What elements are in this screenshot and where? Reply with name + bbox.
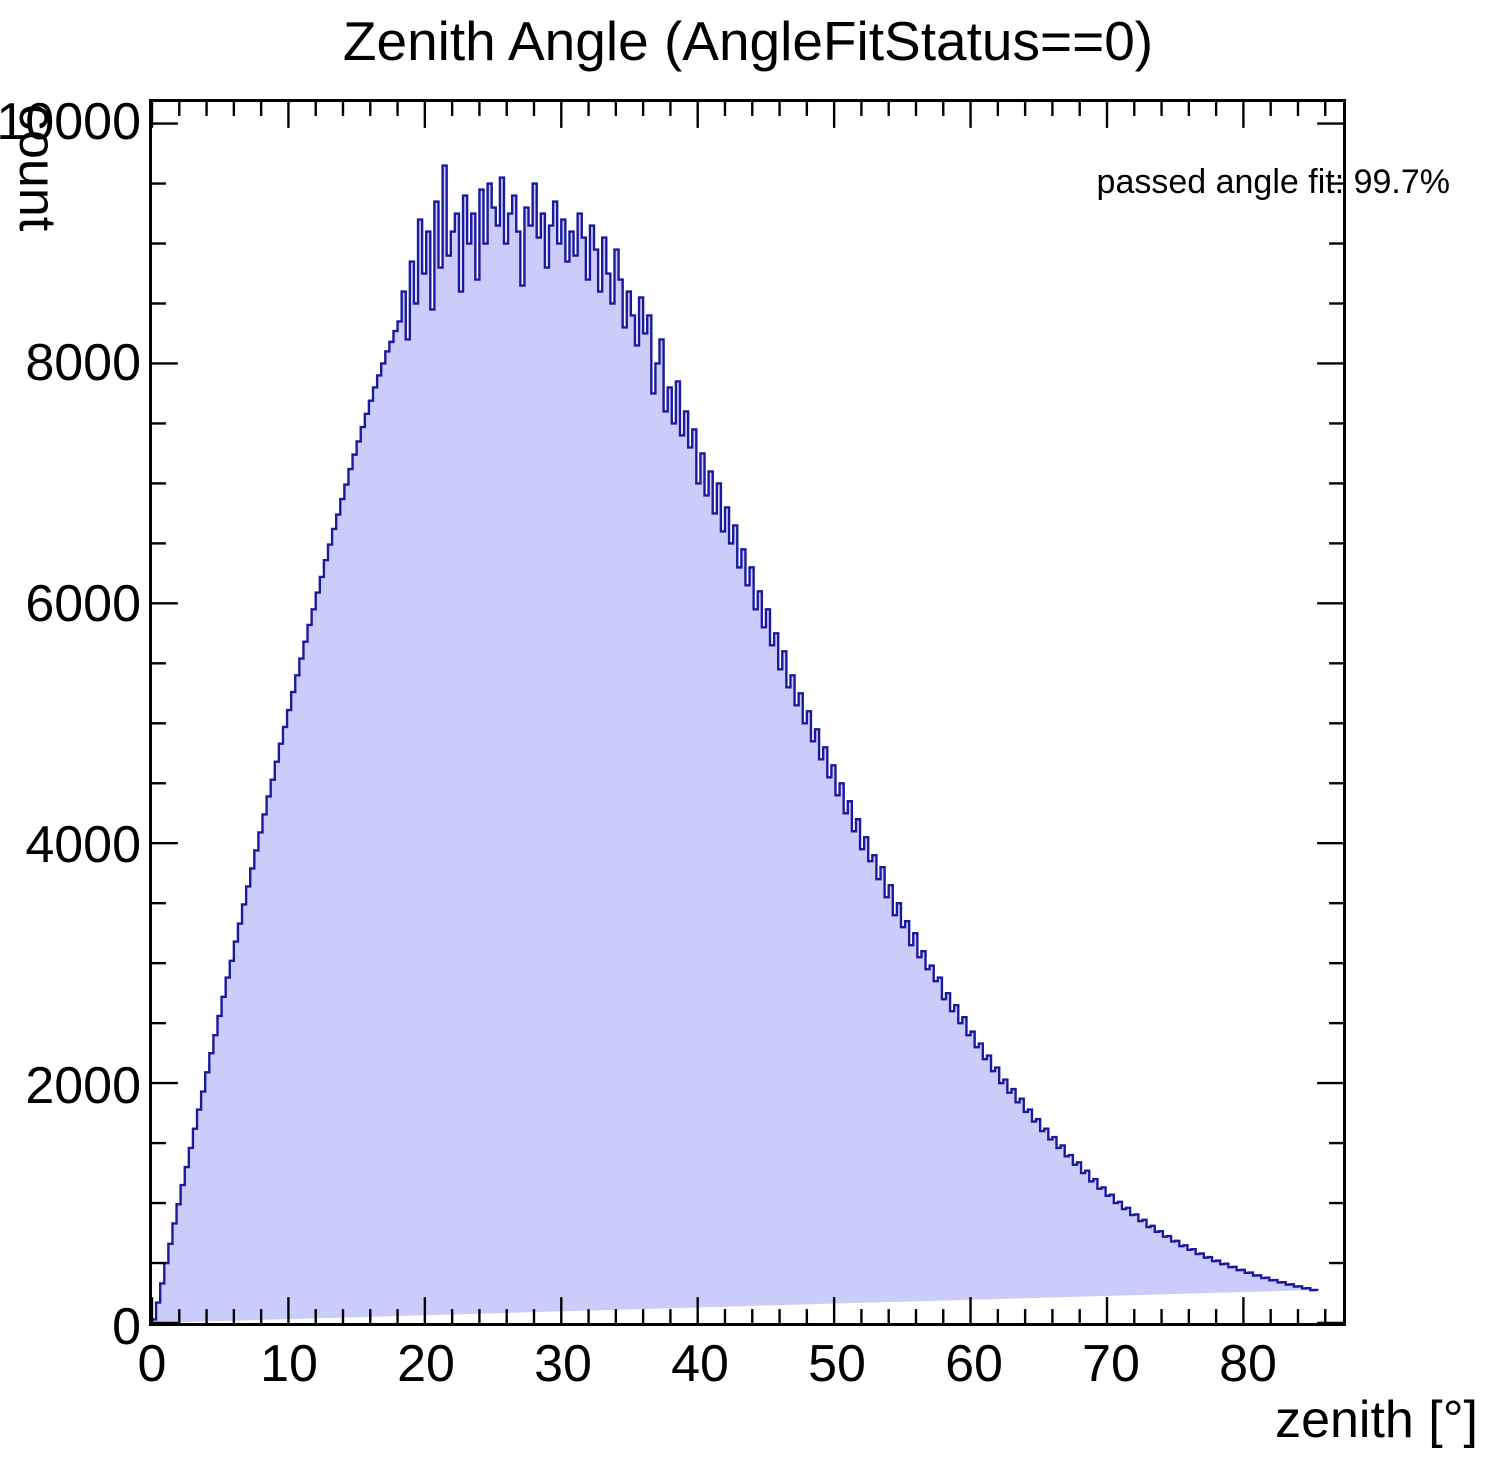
stat-annotation: passed angle fit: 99.7% [1096,163,1450,201]
y-tick-label-2000: 2000 [25,1057,141,1115]
histogram-outline [152,164,1319,1323]
x-tick-label-40: 40 [671,1335,729,1393]
plot-frame [149,99,1346,1326]
y-tick-label-4000: 4000 [25,816,141,874]
y-tick-label-10000: 10000 [0,93,141,151]
axis-ticks [152,102,1343,1323]
y-tick-label-6000: 6000 [25,575,141,633]
page-title: Zenith Angle (AngleFitStatus==0) [342,10,1154,72]
y-tick-label-8000: 8000 [25,334,141,392]
histogram-fill [152,165,1319,1323]
x-tick-label-0: 0 [137,1335,167,1393]
x-axis-title: zenith [°] [1275,1391,1478,1449]
histogram-svg [152,102,1343,1323]
y-tick-label-0: 0 [112,1298,141,1356]
x-tick-label-70: 70 [1082,1335,1140,1393]
x-tick-label-80: 80 [1219,1335,1277,1393]
x-tick-label-50: 50 [808,1335,866,1393]
x-tick-label-60: 60 [945,1335,1003,1393]
x-tick-label-20: 20 [397,1335,455,1393]
x-tick-label-10: 10 [260,1335,318,1393]
x-tick-label-30: 30 [534,1335,592,1393]
